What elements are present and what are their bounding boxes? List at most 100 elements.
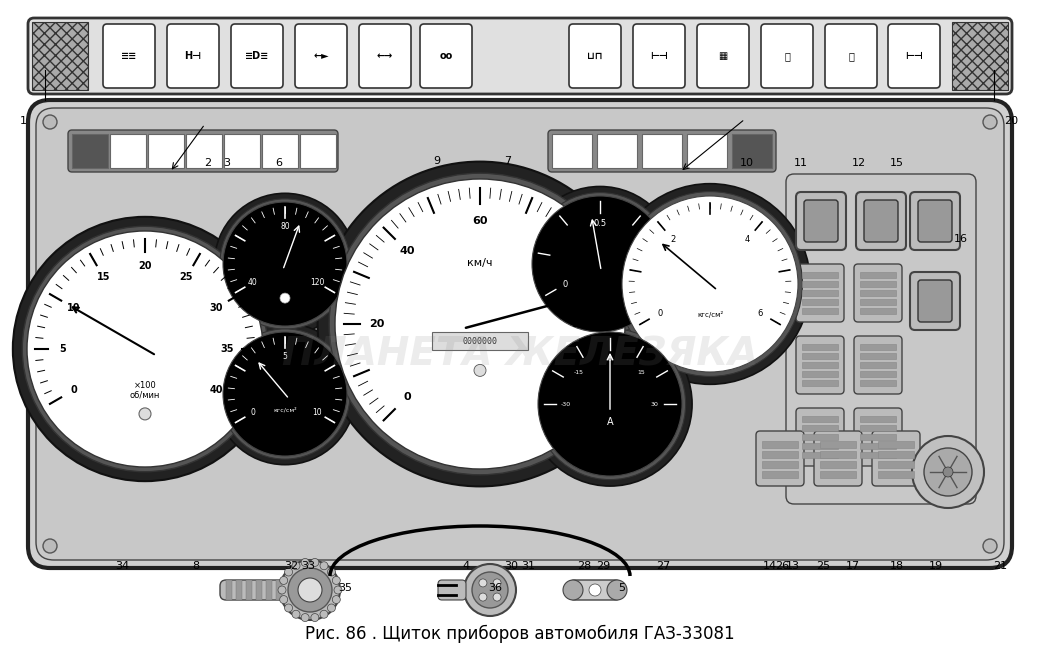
Circle shape: [43, 539, 57, 553]
Text: кгс/см²: кгс/см²: [697, 311, 723, 318]
Bar: [802, 416, 838, 422]
Text: 4: 4: [463, 560, 469, 571]
Circle shape: [302, 558, 309, 566]
Circle shape: [464, 564, 516, 616]
FancyBboxPatch shape: [359, 24, 411, 88]
Circle shape: [532, 196, 668, 332]
Text: 0000000: 0000000: [463, 337, 497, 345]
Text: 0: 0: [251, 408, 255, 417]
Text: 0: 0: [70, 385, 77, 395]
Text: 10: 10: [739, 157, 754, 168]
Bar: [802, 299, 838, 305]
Text: 5: 5: [619, 582, 625, 593]
Text: 18: 18: [889, 560, 904, 571]
Text: 35: 35: [220, 344, 234, 354]
Bar: [802, 452, 838, 458]
Bar: [802, 434, 838, 440]
Circle shape: [12, 217, 277, 481]
Bar: [952, 22, 1008, 90]
Circle shape: [223, 332, 347, 456]
Bar: [597, 134, 636, 168]
Circle shape: [280, 576, 288, 584]
Text: 11: 11: [794, 157, 808, 168]
FancyBboxPatch shape: [633, 24, 685, 88]
FancyBboxPatch shape: [28, 100, 1012, 568]
Text: ⓘ: ⓘ: [784, 51, 790, 61]
Circle shape: [22, 226, 267, 471]
Bar: [224, 134, 260, 168]
Text: ←→: ←→: [376, 51, 393, 61]
Circle shape: [493, 593, 501, 601]
Bar: [732, 134, 772, 168]
Bar: [300, 134, 336, 168]
Bar: [802, 308, 838, 314]
Text: ⊢⊣: ⊢⊣: [650, 51, 668, 61]
FancyBboxPatch shape: [854, 336, 902, 394]
Circle shape: [280, 293, 290, 303]
Circle shape: [618, 192, 803, 376]
FancyBboxPatch shape: [167, 24, 219, 88]
Bar: [110, 134, 146, 168]
Circle shape: [302, 614, 309, 622]
Text: 0: 0: [562, 280, 567, 289]
Circle shape: [528, 322, 692, 486]
Text: oo: oo: [439, 51, 452, 61]
Text: -15: -15: [573, 370, 583, 375]
Bar: [860, 371, 896, 377]
Circle shape: [317, 161, 643, 487]
Text: 2: 2: [670, 235, 675, 244]
Text: 31: 31: [521, 560, 536, 571]
Text: 20: 20: [1004, 116, 1018, 126]
Text: 40: 40: [248, 278, 258, 287]
Text: 28: 28: [577, 560, 592, 571]
Bar: [226, 580, 232, 600]
FancyBboxPatch shape: [36, 108, 1004, 560]
Bar: [642, 134, 682, 168]
Text: 0: 0: [657, 309, 662, 317]
Bar: [860, 299, 896, 305]
Text: 36: 36: [488, 582, 502, 593]
Text: 0: 0: [404, 392, 411, 402]
Bar: [860, 344, 896, 350]
Bar: [860, 380, 896, 386]
Text: 15: 15: [889, 157, 904, 168]
Circle shape: [223, 202, 347, 326]
Bar: [802, 371, 838, 377]
FancyBboxPatch shape: [910, 192, 960, 250]
Bar: [860, 452, 896, 458]
Circle shape: [334, 586, 342, 594]
Text: 16: 16: [954, 234, 968, 244]
Bar: [820, 441, 856, 448]
Text: 7: 7: [504, 155, 511, 166]
Text: ⊢⊣: ⊢⊣: [905, 51, 922, 61]
Circle shape: [609, 184, 810, 384]
Bar: [860, 272, 896, 278]
Circle shape: [943, 467, 953, 477]
Text: 40: 40: [399, 246, 415, 256]
Bar: [762, 471, 798, 478]
Bar: [878, 461, 914, 468]
Text: 25: 25: [816, 560, 831, 571]
Text: 30: 30: [210, 303, 224, 313]
Bar: [860, 308, 896, 314]
Circle shape: [292, 610, 300, 618]
Bar: [820, 461, 856, 468]
Bar: [246, 580, 252, 600]
FancyBboxPatch shape: [68, 130, 338, 172]
Text: ▦: ▦: [719, 51, 728, 61]
Bar: [860, 290, 896, 296]
Bar: [802, 443, 838, 449]
Bar: [262, 134, 298, 168]
Circle shape: [912, 436, 984, 508]
Circle shape: [535, 329, 685, 479]
Text: 30: 30: [504, 560, 519, 571]
Bar: [802, 281, 838, 287]
Text: ×100
об/мин: ×100 об/мин: [130, 380, 160, 400]
Bar: [802, 290, 838, 296]
Circle shape: [538, 332, 682, 476]
Bar: [860, 443, 896, 449]
FancyBboxPatch shape: [910, 272, 960, 330]
Bar: [762, 451, 798, 458]
Text: 15: 15: [638, 370, 646, 375]
Bar: [802, 362, 838, 368]
